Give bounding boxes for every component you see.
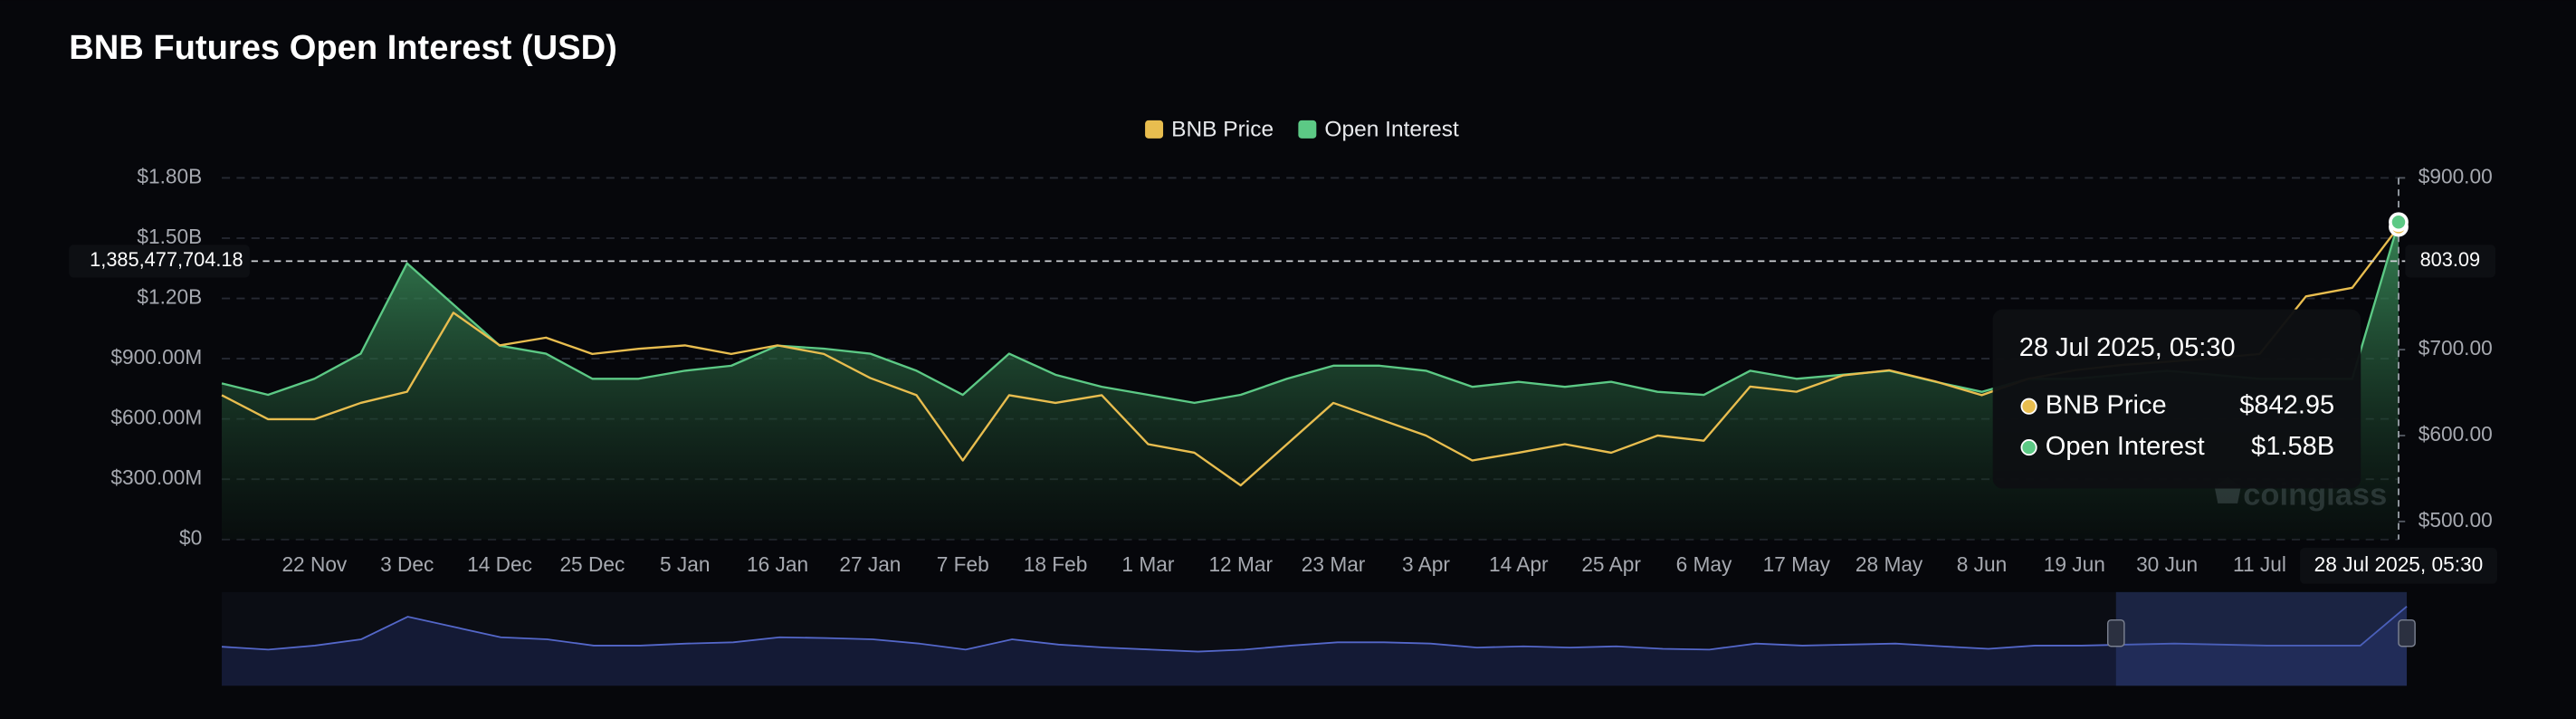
chart-title: BNB Futures Open Interest (USD) xyxy=(69,29,617,67)
x-tick-label: 27 Jan xyxy=(839,552,901,576)
y-tick-label: $300.00M xyxy=(110,465,202,489)
legend-label: Open Interest xyxy=(1324,117,1459,141)
x-tick-label: 17 May xyxy=(1763,552,1831,576)
crosshair-y2-box xyxy=(2405,244,2496,278)
x-tick-label: 7 Feb xyxy=(937,552,989,576)
x-tick-label: 30 Jun xyxy=(2136,552,2198,576)
x-tick-label: 23 Mar xyxy=(1302,552,1366,576)
tooltip-swatch xyxy=(2020,398,2037,415)
navigator-handle[interactable] xyxy=(2106,618,2125,647)
tooltip-swatch xyxy=(2020,439,2037,456)
navigator-area xyxy=(222,606,2408,686)
crosshair-x-box xyxy=(2300,547,2497,584)
navigator-handle[interactable] xyxy=(2398,618,2416,647)
x-tick-label: 5 Jan xyxy=(660,552,710,576)
legend-swatch xyxy=(1298,120,1317,139)
x-tick-label: 11 Jul xyxy=(2233,552,2286,576)
y2-tick-label: $900.00 xyxy=(2419,164,2493,187)
crosshair-y2-label: 803.09 xyxy=(2420,248,2481,271)
tooltip-value: $1.58B xyxy=(2251,432,2334,461)
x-tick-label: 3 Apr xyxy=(1402,552,1450,576)
tooltip-box xyxy=(1992,309,2361,489)
y-tick-label: $1.80B xyxy=(137,164,202,187)
x-tick-label: 14 Apr xyxy=(1489,552,1549,576)
crosshair-x-label: 28 Jul 2025, 05:30 xyxy=(2314,552,2484,576)
x-tick-label: 3 Dec xyxy=(380,552,434,576)
tooltip-name: Open Interest xyxy=(2046,432,2205,461)
y-tick-label: $1.50B xyxy=(137,225,202,248)
x-tick-label: 14 Dec xyxy=(467,552,532,576)
area xyxy=(222,222,2399,540)
x-tick-label: 18 Feb xyxy=(1024,552,1088,576)
legend-label: BNB Price xyxy=(1171,117,1274,141)
navigator-line xyxy=(221,605,2408,653)
navigator-selection xyxy=(2115,591,2408,686)
x-tick-label: 8 Jun xyxy=(1957,552,2007,576)
x-tick-label: 1 Mar xyxy=(1121,552,1174,576)
x-tick-label: 6 May xyxy=(1676,552,1732,576)
y-tick-label: $900.00M xyxy=(110,345,202,369)
legend-swatch xyxy=(1145,120,1164,139)
y-tick-label: $1.20B xyxy=(137,285,202,309)
y2-tick-label: $700.00 xyxy=(2419,336,2493,360)
x-tick-label: 28 May xyxy=(1856,552,1923,576)
x-tick-label: 25 Apr xyxy=(1581,552,1641,576)
highlight-marker xyxy=(2389,212,2409,233)
crosshair-y-label: 1,385,477,704.18 xyxy=(90,248,243,271)
x-tick-label: 16 Jan xyxy=(747,552,808,576)
y2-tick-label: $500.00 xyxy=(2419,508,2493,532)
x-tick-label: 22 Nov xyxy=(281,552,347,576)
crosshair-y-box xyxy=(69,244,250,278)
x-tick-label: 25 Dec xyxy=(559,552,625,576)
y-tick-label: $600.00M xyxy=(110,406,202,429)
x-tick-label: 19 Jun xyxy=(2044,552,2105,576)
x-tick-label: 12 Mar xyxy=(1208,552,1273,576)
y-tick-label: $0 xyxy=(179,526,202,550)
y2-tick-label: $600.00 xyxy=(2419,422,2493,446)
tooltip-title: 28 Jul 2025, 05:30 xyxy=(2019,333,2236,362)
tooltip-name: BNB Price xyxy=(2046,390,2167,419)
tooltip-value: $842.95 xyxy=(2239,390,2334,419)
